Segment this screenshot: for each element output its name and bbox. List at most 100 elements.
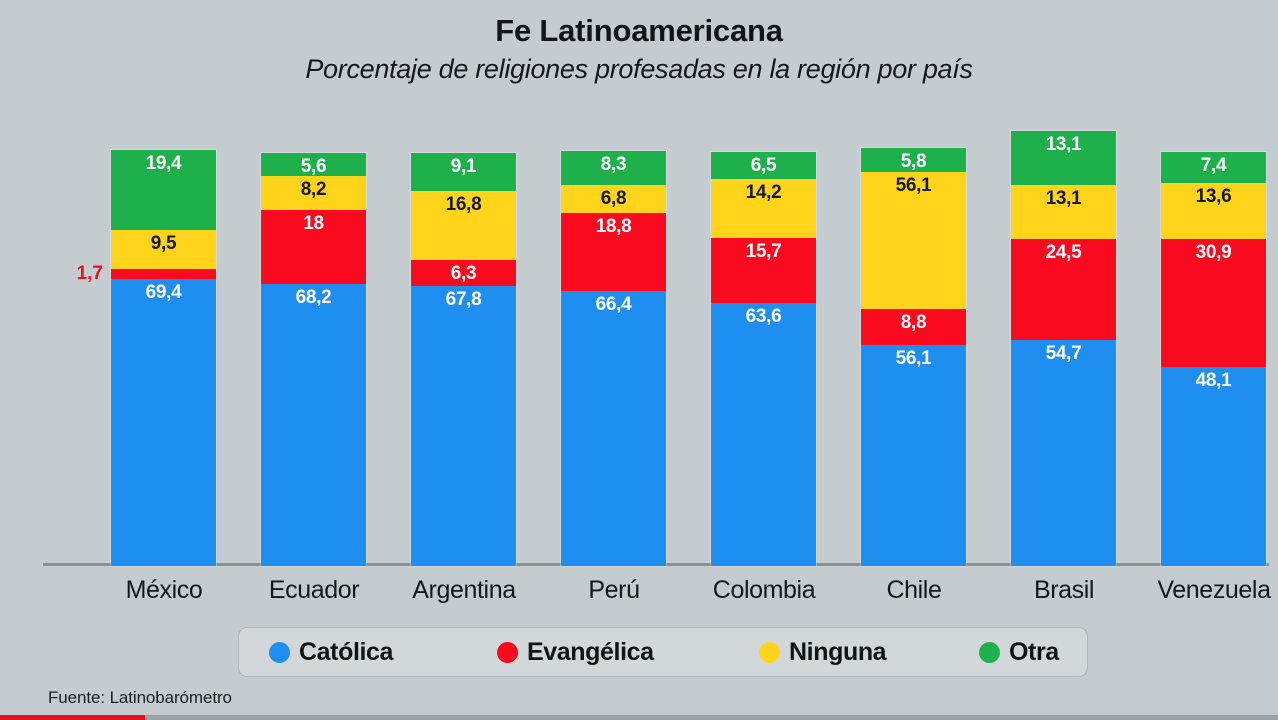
page-title: Fe Latinoamericana (495, 13, 783, 48)
bar-segment-label: 67,8 (445, 289, 482, 310)
bar-segment-label: 8,3 (600, 154, 627, 175)
bar-group: 54,7 24,5 13,1 13,1 (1011, 100, 1116, 566)
bar-segment[interactable]: 68,2 (261, 284, 366, 566)
bar-segment[interactable]: 67,8 (411, 286, 516, 566)
bar-segment[interactable]: 9,5 (111, 230, 216, 269)
category-axis: México Ecuador Argentina Perú Colombia Chile B… (43, 576, 1271, 616)
legend-label: Ninguna (789, 637, 887, 666)
legend-swatch-icon (759, 641, 780, 663)
stacked-bar[interactable]: 68,2 18 8,2 5,6 (261, 153, 366, 566)
bar-segment-label: 19,4 (145, 153, 182, 174)
bar-group: 48,1 30,9 13,6 7,4 (1161, 100, 1266, 566)
bar-group: 63,6 15,7 14,2 6,5 (711, 100, 816, 566)
bar-segment-label: 8,8 (900, 312, 927, 333)
bar-segment-label: 48,1 (1195, 370, 1232, 391)
stacked-bar[interactable]: 66,4 18,8 6,8 8,3 (561, 151, 666, 566)
source-note: Fuente: Latinobarómetro (48, 688, 232, 707)
bar-group: 67,8 6,3 16,8 9,1 (411, 100, 516, 566)
bar-segment-label: 24,5 (1045, 242, 1082, 263)
bar-segment[interactable]: 6,8 (561, 185, 666, 213)
bar-segment[interactable]: 13,1 (1011, 185, 1116, 239)
bar-segment[interactable]: 15,7 (711, 238, 816, 303)
bar-segment[interactable]: 5,8 (861, 148, 966, 172)
bar-segment-label: 66,4 (595, 294, 632, 315)
bar-segment-label: 9,1 (450, 156, 477, 177)
bar-group: 66,4 18,8 6,8 8,3 (561, 100, 666, 566)
bar-segment[interactable]: 13,6 (1161, 183, 1266, 239)
bar-segment[interactable]: 8,8 (861, 309, 966, 345)
stacked-bar[interactable]: 48,1 30,9 13,6 7,4 (1161, 152, 1266, 566)
legend-item[interactable]: Otra (979, 638, 1059, 667)
category-label: Colombia (712, 576, 816, 604)
stacked-bar[interactable]: 67,8 6,3 16,8 9,1 (411, 153, 516, 566)
bar-segment-label: 13,1 (1045, 134, 1082, 155)
bar-segment-label: 14,2 (745, 182, 782, 203)
bar-segment[interactable]: 1,7 (77, 263, 216, 284)
legend-item[interactable]: Católica (269, 638, 393, 667)
bar-segment-label: 16,8 (445, 194, 482, 215)
bar-segment[interactable]: 18 (261, 210, 366, 284)
bar-segment[interactable]: 7,4 (1161, 152, 1266, 183)
bar-segment[interactable]: 6,5 (711, 152, 816, 179)
bar-segment[interactable]: 48,1 (1161, 367, 1266, 566)
bar-group: 68,2 18 8,2 5,6 (261, 100, 366, 566)
category-label: Perú (588, 576, 640, 604)
bar-segment[interactable]: 18,8 (561, 213, 666, 291)
bar-segment-label: 63,6 (745, 306, 782, 327)
bar-segment-label: 7,4 (1200, 155, 1227, 176)
category-label: Venezuela (1157, 576, 1271, 604)
bar-segment-label: 13,6 (1195, 186, 1232, 207)
legend-swatch-icon (269, 641, 290, 663)
bar-segment[interactable]: 24,5 (1011, 239, 1116, 340)
stacked-bar[interactable]: 63,6 15,7 14,2 6,5 (711, 152, 816, 566)
legend-swatch-icon (497, 641, 518, 663)
bar-segment[interactable]: 30,9 (1161, 239, 1266, 367)
bar-segment-label: 54,7 (1045, 343, 1082, 364)
bar-segment-label: 56,1 (895, 175, 932, 196)
bar-segment[interactable]: 9,1 (411, 153, 516, 191)
bar-segment[interactable]: 8,2 (261, 176, 366, 210)
bar-segment[interactable]: 56,1 (861, 345, 966, 566)
bar-segment[interactable]: 66,4 (561, 291, 666, 566)
page-subtitle: Porcentaje de religiones profesadas en l… (305, 54, 973, 85)
bar-segment[interactable]: 69,4 (111, 279, 216, 566)
stacked-bar[interactable]: 69,4 1,7 9,5 19,4 (77, 150, 216, 566)
bar-segment-label: 18 (303, 213, 324, 234)
bar-segment-label: 6,5 (750, 155, 777, 176)
bar-segment[interactable]: 5,6 (261, 153, 366, 177)
legend-swatch-icon (979, 641, 1000, 663)
bar-group: 69,4 1,7 9,5 19,4 (77, 100, 216, 566)
legend-item[interactable]: Ninguna (759, 637, 887, 667)
bar-segment[interactable]: 56,1 (861, 172, 966, 309)
bar-segment-label: 18,8 (595, 216, 632, 237)
category-label: Ecuador (268, 576, 360, 604)
bar-group: 56,1 8,8 56,1 5,8 (861, 100, 966, 566)
bar-segment-label: 6,3 (450, 263, 477, 284)
bar-segment[interactable]: 13,1 (1011, 131, 1116, 185)
bar-segment-label: 30,9 (1195, 242, 1232, 263)
bar-segment-label: 5,6 (300, 156, 327, 177)
legend-label: Otra (1009, 637, 1059, 666)
bar-segment-label: 9,5 (150, 233, 177, 254)
bar-segment-label: 13,1 (1045, 188, 1082, 209)
bar-segment[interactable]: 8,3 (561, 151, 666, 185)
bar-segment-label: 1,7 (76, 263, 103, 284)
category-label: Chile (886, 576, 942, 604)
chart-legend: Católica Evangélica Ninguna Otra (238, 627, 1088, 677)
bar-segment[interactable]: 14,2 (711, 179, 816, 238)
bar-segment-label: 56,1 (895, 348, 932, 369)
bar-segment[interactable]: 6,3 (411, 260, 516, 286)
legend-label: Católica (299, 637, 394, 666)
bar-segment-label: 6,8 (600, 188, 627, 209)
category-label: Brasil (1033, 576, 1095, 604)
stacked-bar[interactable]: 54,7 24,5 13,1 13,1 (1011, 131, 1116, 566)
bar-segment[interactable]: 16,8 (411, 191, 516, 260)
stacked-bar[interactable]: 56,1 8,8 56,1 5,8 (861, 148, 966, 566)
bar-segment[interactable]: 19,4 (111, 150, 216, 230)
category-label: México (125, 576, 203, 604)
bar-segment[interactable]: 54,7 (1011, 340, 1116, 566)
bar-segment[interactable]: 63,6 (711, 303, 816, 566)
chart-header: Fe Latinoamericana Porcentaje de religio… (0, 13, 1278, 85)
chart-plot-area: 69,4 1,7 9,5 19,4 68,2 18 8,2 5,6 67,8 6,3 16,8 9,1… (43, 100, 1269, 566)
legend-item[interactable]: Evangélica (497, 638, 654, 667)
